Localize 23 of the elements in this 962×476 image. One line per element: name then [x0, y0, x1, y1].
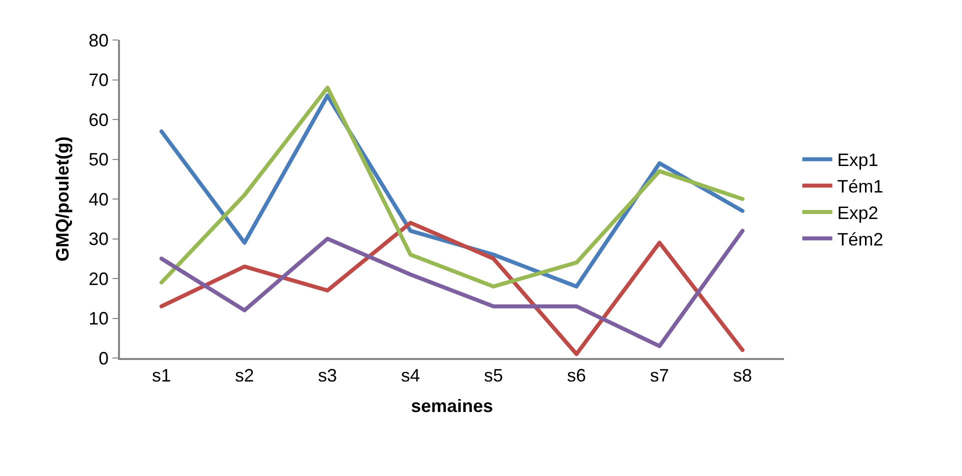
x-tick-label: s7: [650, 365, 670, 386]
legend-label: Tém1: [837, 176, 884, 197]
y-tick-label: 0: [98, 348, 109, 368]
y-tick-label: 50: [88, 150, 109, 170]
y-tick-label: 40: [88, 189, 109, 210]
x-tick-label: s1: [152, 365, 172, 386]
legend-label: Exp1: [837, 150, 878, 170]
y-tick-label: 10: [88, 308, 109, 329]
y-tick-label: 80: [88, 30, 109, 50]
legend-label: Exp2: [837, 203, 878, 224]
legend-label: Tém2: [837, 229, 884, 250]
x-tick-label: s6: [566, 365, 586, 386]
y-tick-label: 30: [88, 229, 109, 250]
x-tick-label: s5: [484, 365, 504, 386]
y-tick-label: 60: [88, 110, 109, 130]
x-tick-label: s2: [234, 365, 254, 386]
y-tick-label: 70: [88, 70, 109, 90]
x-tick-label: s4: [400, 365, 420, 386]
x-tick-label: s3: [318, 365, 338, 386]
y-tick-label: 20: [88, 268, 109, 289]
y-axis-title: GMQ/poulet(g): [52, 136, 72, 262]
x-tick-label: s8: [732, 365, 752, 386]
x-axis-title: semaines: [410, 396, 494, 416]
